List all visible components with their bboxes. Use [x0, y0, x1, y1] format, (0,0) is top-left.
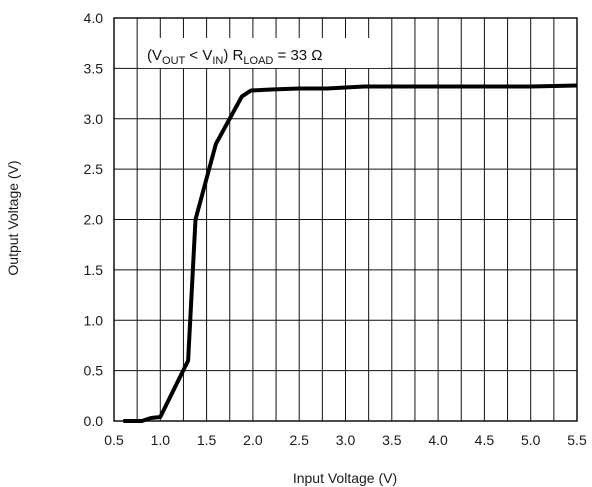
x-tick-label: 5.0 [521, 432, 541, 448]
annotation-segment: V [152, 47, 162, 64]
y-tick-label: 2.5 [84, 161, 104, 177]
plot-border [113, 17, 578, 422]
y-tick-label: 1.0 [84, 312, 104, 328]
x-tick-label: 1.0 [151, 432, 171, 448]
y-axis-title: Output Voltage (V) [5, 160, 21, 275]
y-tick-label: 3.0 [84, 111, 104, 127]
x-axis-ticks: 0.5 1.0 1.5 2.0 2.5 3.0 3.5 4.0 4.5 5.0 5.5 [104, 432, 587, 448]
y-tick-label: 4.0 [84, 10, 104, 26]
y-tick-label: 3.5 [84, 60, 104, 76]
annotation-segment: ) [223, 47, 232, 64]
grid [113, 17, 578, 422]
x-tick-label: 4.0 [428, 432, 448, 448]
x-tick-label: 3.5 [382, 432, 402, 448]
annotation-text: (VOUT < VIN) RLOAD = 33 Ω [147, 47, 323, 67]
annotation-box: (VOUT < VIN) RLOAD = 33 Ω [139, 38, 387, 68]
annotation-subscript: IN [212, 55, 223, 67]
annotation-subscript: LOAD [243, 55, 273, 67]
y-tick-label: 1.5 [84, 262, 104, 278]
annotation-segment: V [202, 47, 212, 64]
annotation-segment: = 33 Ω [273, 47, 322, 64]
x-tick-label: 2.0 [243, 432, 263, 448]
x-tick-label: 5.5 [567, 432, 587, 448]
annotation-segment: < [185, 47, 202, 64]
annotation-background [139, 38, 387, 68]
x-tick-label: 2.5 [289, 432, 309, 448]
plot-frame [113, 17, 578, 422]
annotation-segment: R [233, 47, 244, 64]
annotation-segment: ( [147, 47, 152, 64]
x-tick-label: 3.0 [336, 432, 356, 448]
x-axis-title: Input Voltage (V) [293, 470, 397, 486]
y-tick-label: 0.0 [84, 413, 104, 429]
y-tick-label: 2.0 [84, 212, 104, 228]
x-tick-label: 4.5 [475, 432, 495, 448]
x-tick-label: 0.5 [104, 432, 124, 448]
x-tick-label: 1.5 [197, 432, 217, 448]
y-tick-label: 0.5 [84, 363, 104, 379]
y-axis-ticks: 0.0 0.5 1.0 1.5 2.0 2.5 3.0 3.5 4.0 [84, 10, 104, 429]
series-layer [123, 83, 578, 423]
series-line [123, 83, 578, 423]
annotation-subscript: OUT [162, 55, 186, 67]
